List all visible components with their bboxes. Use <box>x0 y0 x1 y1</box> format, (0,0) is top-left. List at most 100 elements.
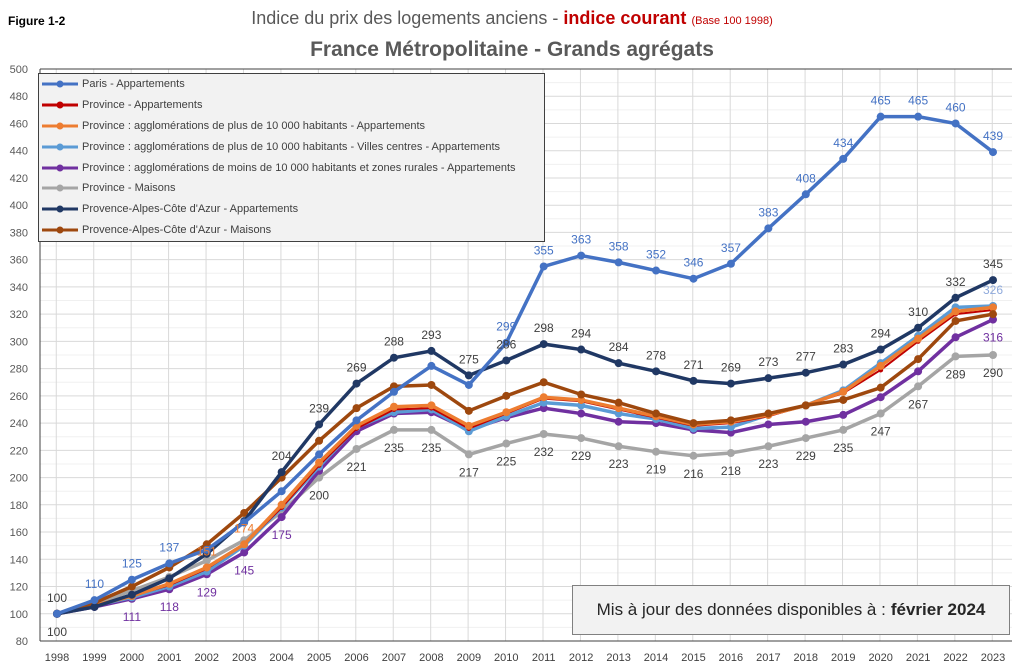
data-point <box>277 513 286 522</box>
data-label: 200 <box>309 489 329 503</box>
data-label: 235 <box>421 441 441 455</box>
data-point <box>914 323 923 332</box>
x-tick-label: 1998 <box>45 652 69 664</box>
data-label: 383 <box>758 205 778 219</box>
data-label: 229 <box>796 449 816 463</box>
data-point <box>989 351 997 359</box>
data-point <box>315 436 324 445</box>
title-part1: Indice du prix des logements anciens - <box>251 8 564 28</box>
y-tick-label: 160 <box>10 527 28 539</box>
series-7 <box>53 310 997 618</box>
data-point <box>577 251 586 260</box>
data-label: 204 <box>272 449 292 463</box>
data-point <box>127 575 136 584</box>
x-tick-label: 2006 <box>344 652 368 664</box>
data-point <box>989 148 997 157</box>
data-point <box>839 360 848 369</box>
data-label: 151 <box>197 544 217 558</box>
data-point <box>165 559 174 568</box>
data-point <box>764 374 773 383</box>
data-point <box>202 556 211 565</box>
data-point <box>502 338 511 347</box>
x-tick-label: 2014 <box>644 652 668 664</box>
legend-label: Province : agglomérations de plus de 10 … <box>82 119 426 132</box>
data-point <box>427 346 436 355</box>
data-label: 219 <box>646 463 666 477</box>
data-point <box>764 420 773 429</box>
data-point <box>689 419 698 428</box>
title-part2: indice courant <box>563 8 687 28</box>
data-label: 223 <box>758 457 778 471</box>
data-point <box>914 367 923 376</box>
x-tick-label: 2010 <box>494 652 518 664</box>
data-point <box>801 417 810 426</box>
series-line <box>56 305 994 616</box>
y-tick-label: 440 <box>10 146 28 158</box>
data-point <box>914 112 923 121</box>
data-point <box>539 340 548 349</box>
x-tick-label: 2002 <box>195 652 219 664</box>
data-point <box>614 417 623 426</box>
y-tick-label: 480 <box>10 91 28 103</box>
legend-label: Provence-Alpes-Côte d'Azur - Maisons <box>82 223 272 236</box>
data-point <box>914 355 923 364</box>
y-tick-label: 360 <box>10 255 28 267</box>
data-label: 293 <box>421 328 441 342</box>
legend-label: Province : agglomérations de moins de 10… <box>82 161 516 174</box>
y-tick-label: 100 <box>10 609 28 621</box>
y-tick-label: 260 <box>10 391 28 403</box>
data-point <box>652 447 661 456</box>
data-point <box>801 401 810 410</box>
data-point <box>839 395 848 404</box>
legend-marker-icon <box>42 80 78 88</box>
data-point <box>240 540 249 549</box>
data-label: 283 <box>833 342 853 356</box>
data-point <box>614 442 623 451</box>
data-label: 460 <box>946 100 966 114</box>
data-point <box>726 259 735 268</box>
x-tick-label: 2015 <box>681 652 705 664</box>
data-point <box>689 376 698 385</box>
legend-marker-icon <box>42 226 78 234</box>
data-point <box>277 468 286 477</box>
data-point <box>502 408 511 417</box>
data-label: 216 <box>683 467 703 481</box>
data-point <box>389 353 398 362</box>
data-point <box>90 602 99 611</box>
data-label: 290 <box>983 366 1003 380</box>
data-point <box>839 154 848 163</box>
data-label: 277 <box>796 350 816 364</box>
data-label: 100 <box>47 591 67 605</box>
data-point <box>352 444 361 453</box>
x-tick-label: 2008 <box>419 652 443 664</box>
data-label: 326 <box>983 283 1003 297</box>
data-point <box>989 303 997 312</box>
data-label: 298 <box>534 321 554 335</box>
data-point <box>801 368 810 377</box>
x-tick-label: 2012 <box>569 652 593 664</box>
data-point <box>127 582 136 591</box>
data-point <box>876 112 885 121</box>
data-label: 465 <box>871 94 891 108</box>
data-point <box>764 409 773 418</box>
data-point <box>989 276 997 285</box>
data-point <box>764 224 773 233</box>
data-point <box>951 333 960 342</box>
legend-item: Provence-Alpes-Côte d'Azur - Maisons <box>39 220 544 241</box>
x-tick-label: 2017 <box>756 652 780 664</box>
data-label: 299 <box>496 320 516 334</box>
y-tick-label: 380 <box>10 227 28 239</box>
data-point <box>464 371 473 380</box>
series-line <box>56 114 995 616</box>
series-line <box>56 278 994 616</box>
legend-item: Provence-Alpes-Côte d'Azur - Appartement… <box>39 199 544 220</box>
data-point <box>90 596 99 605</box>
y-tick-label: 140 <box>10 554 28 566</box>
series-line <box>56 312 994 616</box>
data-point <box>53 609 61 618</box>
data-point <box>464 450 473 459</box>
data-point <box>839 387 848 396</box>
data-point <box>427 425 436 434</box>
data-point <box>876 383 885 392</box>
y-tick-label: 300 <box>10 336 28 348</box>
